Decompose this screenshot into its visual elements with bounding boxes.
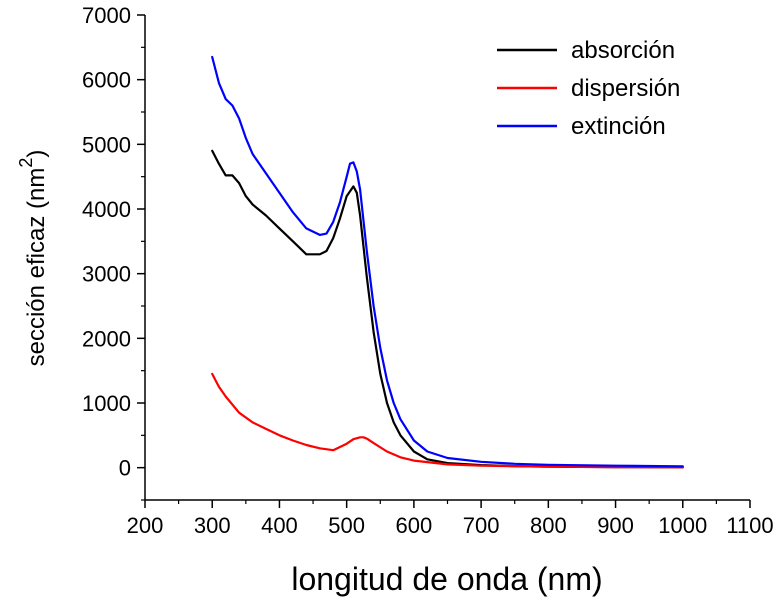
x-tick-label: 1100 [726, 513, 773, 538]
x-tick-label: 800 [530, 513, 567, 538]
y-axis-label-superscript: 2 [16, 158, 36, 168]
y-ticks: 0 1000 2000 3000 4000 5000 6000 7000 [82, 3, 145, 501]
series-lines [211, 55, 684, 469]
x-tick-label: 1000 [658, 513, 707, 538]
x-tick-label: 200 [127, 513, 164, 538]
y-tick-label: 5000 [82, 132, 131, 157]
y-axis-label-group: sección eficaz (nm2) [16, 150, 50, 367]
y-tick-label: 1000 [82, 391, 131, 416]
x-tick-label: 700 [463, 513, 500, 538]
x-tick-label: 300 [194, 513, 231, 538]
series-line-extinción [211, 55, 684, 468]
y-tick-label: 3000 [82, 262, 131, 287]
legend-label: extinción [571, 113, 666, 140]
y-tick-label: 4000 [82, 197, 131, 222]
legend-label: absorción [571, 37, 675, 64]
x-tick-label: 500 [328, 513, 365, 538]
y-axis-label: sección eficaz (nm2) [16, 150, 50, 367]
y-tick-label: 2000 [82, 326, 131, 351]
x-axis-label: longitud de onda (nm) [291, 561, 602, 597]
x-tick-label: 900 [597, 513, 634, 538]
series-line-absorción [211, 149, 684, 469]
y-axis-label-main: sección eficaz (nm [23, 168, 50, 367]
series-line-dispersión [211, 372, 684, 469]
x-ticks: 200 300 400 500 600 700 800 900 1000 1100 [127, 500, 774, 538]
x-tick-label: 400 [261, 513, 298, 538]
y-axis-label-close: ) [23, 150, 50, 158]
legend-label: dispersión [571, 75, 680, 102]
y-tick-label: 6000 [82, 68, 131, 93]
x-tick-label: 600 [396, 513, 433, 538]
y-tick-label: 0 [119, 456, 131, 481]
legend: absorción dispersión extinción [497, 37, 680, 140]
y-tick-label: 7000 [82, 3, 131, 28]
